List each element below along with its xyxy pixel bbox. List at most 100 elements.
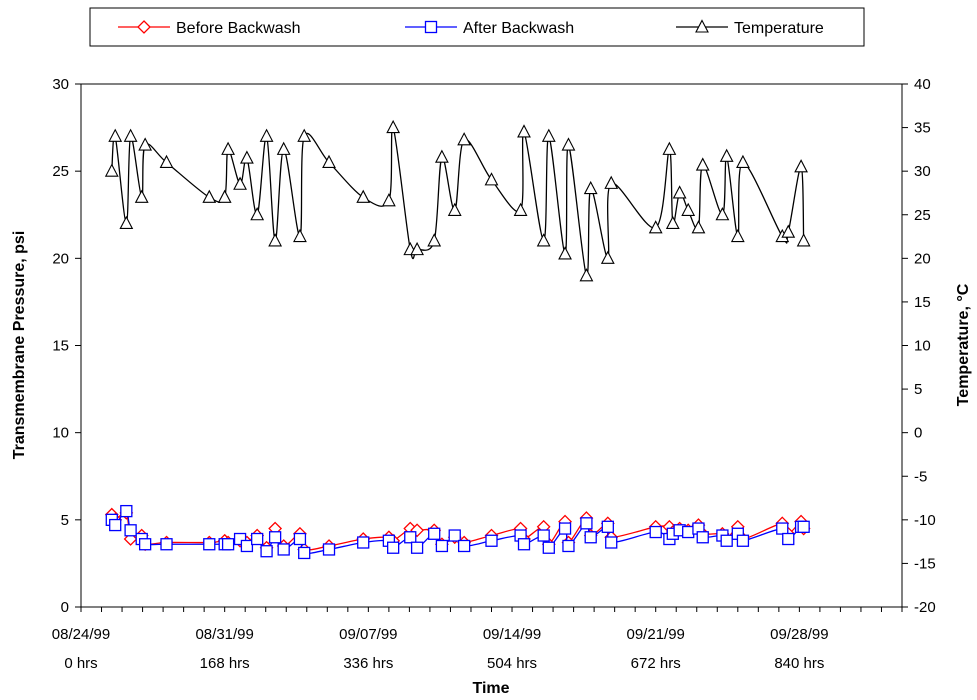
temperature-point [583,180,598,195]
y-axis-left-title: Transmembrane Pressure, psi [11,231,28,460]
temperature-point [457,132,472,146]
y-left-tick-label: 5 [61,512,69,529]
legend-label: After Backwash [463,20,574,37]
series-layer [104,119,811,560]
after-backwash-point [537,529,550,542]
temperature-point [681,202,696,216]
y-right-tick-label: 40 [914,76,931,93]
temperature-point [730,228,745,243]
y-left-tick-label: 15 [52,338,69,355]
x-tick-hrs-label: 336 hrs [343,655,393,672]
temperature-point [736,154,750,168]
x-tick-hrs-label: 504 hrs [487,655,537,672]
legend-marker [137,20,151,34]
after-backwash-point [448,529,461,542]
after-backwash-point [736,534,750,547]
x-tick-date-label: 09/21/99 [627,626,685,643]
after-backwash-point [797,520,810,533]
temperature-point [604,175,619,189]
right-axis: -20 -15 -10 -5 0 5 10 15 20 25 30 35 40 [902,76,936,616]
x-axis: 08/24/99 0 hrs 08/31/99 168 hrs 09/07/99 336 … [52,607,903,672]
after-backwash-point [293,532,307,546]
temperature-point [356,189,371,203]
y-right-tick-label: 15 [914,294,931,311]
x-tick-date-label: 09/14/99 [483,626,541,643]
temperature-point [381,193,396,207]
temperature-point [259,128,274,142]
after-backwash-point [410,541,424,554]
temperature-point [410,241,425,256]
temperature-point [662,141,677,155]
after-backwash-point [485,534,498,547]
after-backwash-point [298,546,311,560]
temperature-point [794,159,808,173]
temperature-point [297,128,312,142]
temperature-point [202,189,217,203]
temperature-point [434,149,449,163]
legend-label: Before Backwash [176,20,301,37]
legend-label: Temperature [734,20,824,37]
after-backwash-point [124,524,137,537]
after-backwash-point [782,532,795,546]
temperature-point [250,207,265,221]
temperature-point [240,150,254,164]
after-backwash-point [435,539,449,553]
left-axis: 0 5 10 15 20 25 30 [52,76,81,616]
temperature-point [541,128,556,142]
temperature-point [484,172,499,186]
temperature-point [322,154,336,168]
x-tick-date-label: 09/07/99 [339,626,397,643]
temperature-point [123,128,138,142]
after-backwash-point [720,534,733,547]
y-right-tick-label: -20 [914,599,936,616]
legend-box [89,7,865,47]
after-backwash-point [696,531,709,544]
y-left-tick-label: 10 [52,425,69,442]
temperature-point [386,119,401,134]
y-right-tick-label: 30 [914,163,931,180]
temperature-point [221,141,236,155]
temperature-point [536,233,551,247]
series-line [111,126,805,277]
y-left-tick-label: 20 [52,250,69,267]
temperature-point [119,215,134,230]
temperature-point [427,233,442,247]
temperature-point [268,233,283,247]
temperature-point [796,233,811,247]
temperature-point [691,220,706,234]
after-backwash-point [277,543,290,556]
after-backwash-point [233,532,247,546]
temperature-point [293,228,307,243]
y-right-tick-label: -5 [914,468,927,485]
after-backwash-point [584,531,597,544]
temperature-point [719,148,734,162]
temperature-point [558,246,572,260]
y-right-tick-label: 5 [914,381,922,398]
after-backwash-point [457,539,471,553]
after-backwash-point [542,541,555,554]
y-right-tick-label: 20 [914,250,931,267]
x-tick-hrs-label: 672 hrs [631,655,681,672]
series-square [105,504,810,560]
legend-marker [424,20,438,34]
after-backwash-point [109,518,122,532]
temperature-point [108,128,123,142]
temperature-point [159,154,174,168]
after-backwash-point [404,531,417,544]
temperature-point [513,202,528,216]
x-tick-date-label: 09/28/99 [770,626,828,643]
x-axis-title: Time [472,680,509,697]
y-left-tick-label: 0 [61,599,69,616]
temperature-point [447,202,462,216]
temperature-point [233,176,247,190]
after-backwash-point [268,531,282,544]
temperature-point [672,185,687,199]
legend-item: After Backwash [405,20,574,37]
after-backwash-point [682,525,695,539]
after-backwash-point [649,525,662,539]
x-tick-hrs-label: 840 hrs [774,655,824,672]
after-backwash-point [160,538,173,551]
x-tick-hrs-label: 0 hrs [64,655,97,672]
after-backwash-point [776,522,789,535]
